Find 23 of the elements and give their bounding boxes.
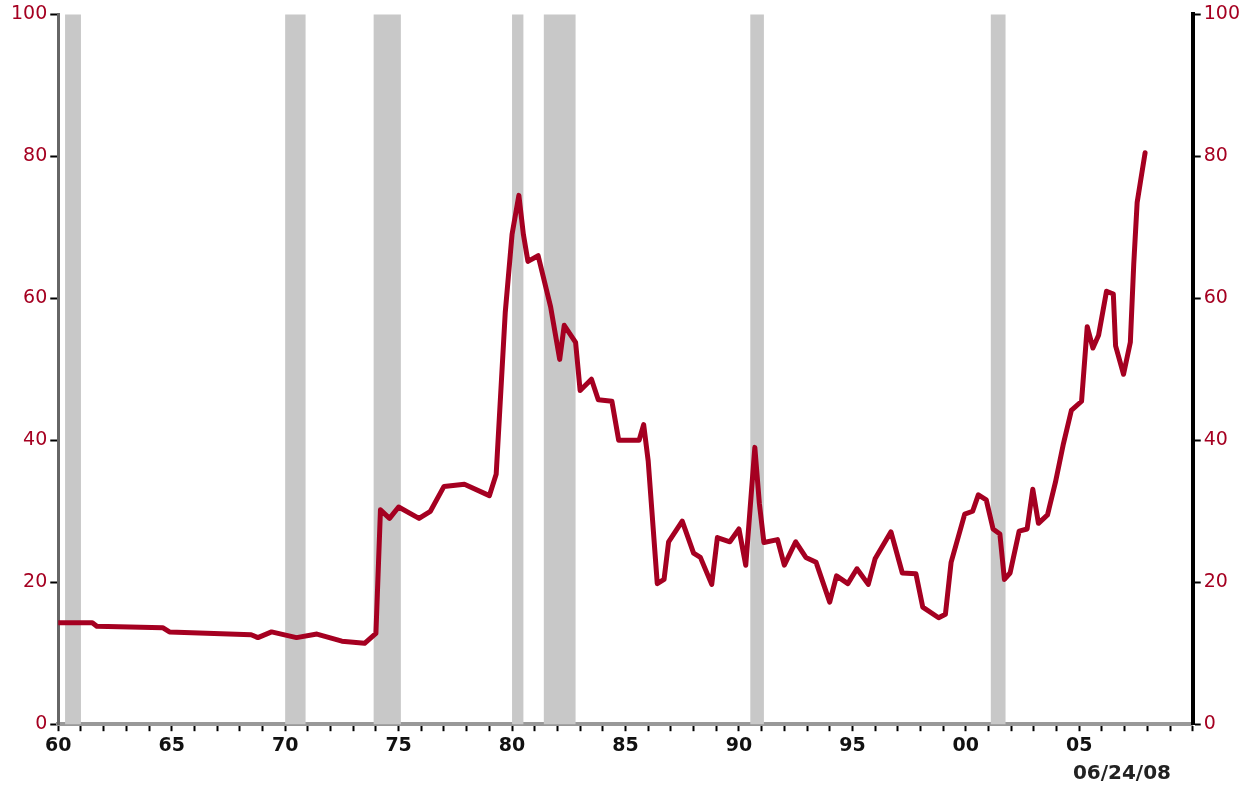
x-tick-label: 60 [45, 732, 72, 755]
y-tick-label: 20 [23, 569, 48, 592]
y2-tick-label: 100 [1203, 1, 1240, 24]
x-tick-label: 80 [498, 732, 526, 755]
x-tick-label: 85 [612, 732, 639, 755]
y-tick-label: 80 [23, 143, 48, 166]
x-tick-label: 90 [725, 732, 753, 755]
y2-tick-label: 80 [1203, 143, 1228, 166]
y-tick-label: 60 [23, 285, 48, 308]
y2-tick-label: 0 [1203, 711, 1216, 734]
y2-tick-label: 40 [1203, 427, 1228, 450]
x-tick-label: 65 [158, 732, 185, 755]
y-tick-label: 0 [35, 711, 48, 734]
x-tick-label: 00 [952, 732, 980, 755]
x-tick-label: 05 [1066, 732, 1093, 755]
y-tick-label: 100 [11, 1, 48, 24]
text: 06/24/08 [1072, 760, 1171, 784]
x-tick-label: 75 [385, 732, 412, 755]
y2-tick-label: 20 [1203, 569, 1228, 592]
x-tick-label: 95 [839, 732, 866, 755]
x-tick-label: 70 [271, 732, 299, 755]
y2-tick-label: 60 [1203, 285, 1228, 308]
y-tick-label: 40 [23, 427, 48, 450]
